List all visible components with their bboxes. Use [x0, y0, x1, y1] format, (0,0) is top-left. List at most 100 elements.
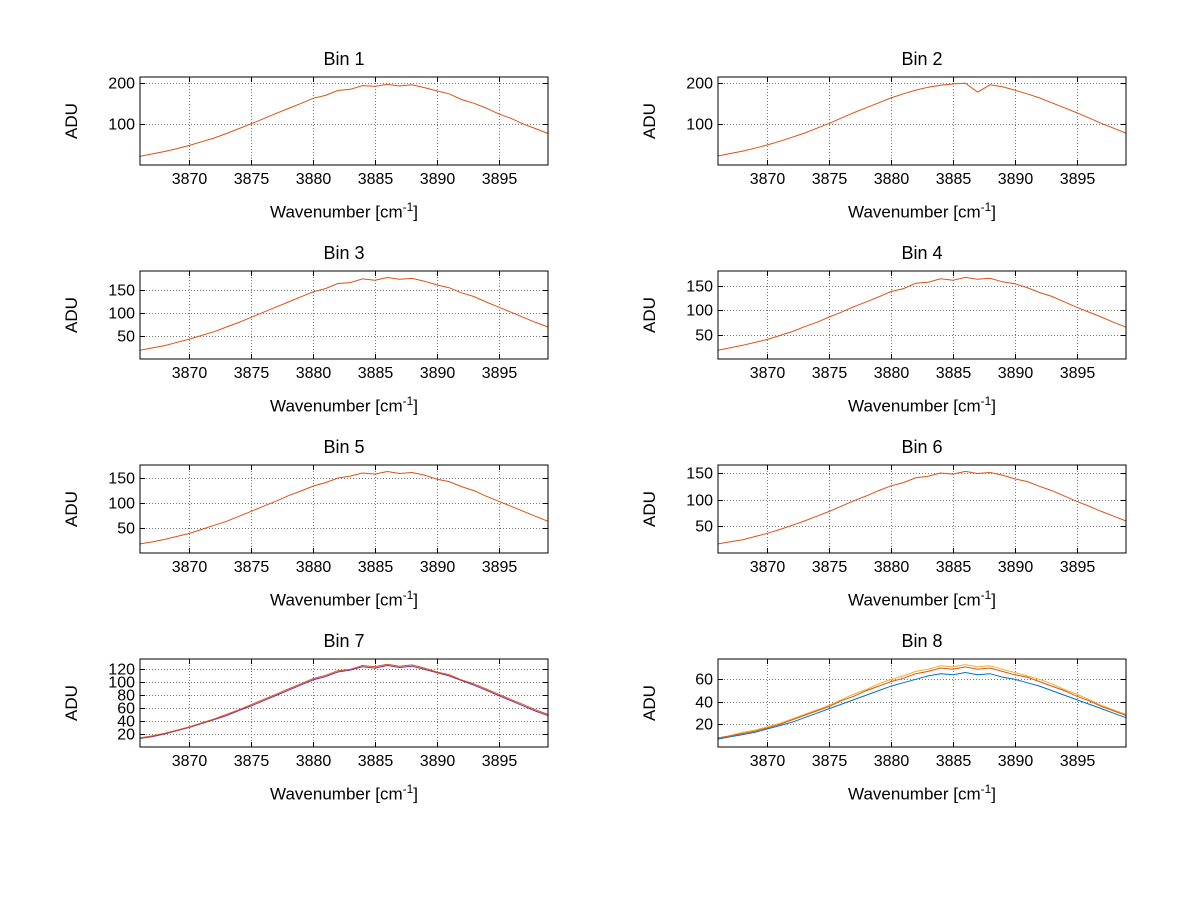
x-axis-label-end: ] — [413, 784, 418, 804]
axes-box — [139, 76, 549, 166]
y-tick-label: 150 — [686, 279, 713, 296]
plot-title: Bin 7 — [323, 631, 365, 651]
series-line-orange — [139, 83, 549, 157]
y-tick-label: 60 — [117, 701, 135, 718]
y-tick-label: 80 — [117, 688, 135, 705]
y-tick-label: 100 — [108, 117, 135, 134]
plot-area: 3870 3875 3880 3885 3890 3895 50 100 150 — [686, 270, 1127, 382]
x-tick-label: 3895 — [1060, 559, 1096, 576]
x-tick-label: 3870 — [750, 365, 786, 382]
x-axis-label-end: ] — [991, 784, 996, 804]
series-line-orange — [717, 82, 1127, 157]
x-tick-label: 3880 — [296, 365, 332, 382]
x-tick-label: 3870 — [172, 171, 208, 188]
y-axis-label-text: ADU — [640, 685, 659, 721]
y-axis-label: ADU — [636, 74, 664, 168]
y-tick-label: 100 — [686, 303, 713, 320]
y-tick-label: 100 — [108, 496, 135, 513]
x-axis-label-text: Wavenumber [cm — [848, 396, 981, 416]
x-tick-label: 3875 — [812, 559, 848, 576]
x-tick-label: 3875 — [234, 559, 270, 576]
x-axis-label: Wavenumber [cm-1] — [718, 200, 1126, 223]
plot-area: 3870 3875 3880 3885 3890 3895 50 100 150 — [686, 464, 1127, 576]
subplot-bin-2: Bin 2 ADU 3870 3875 3880 3885 3890 3895 100 200… — [636, 46, 1130, 228]
x-tick-label: 3875 — [812, 171, 848, 188]
x-tick-label: 3885 — [936, 753, 972, 770]
axes-box — [717, 464, 1127, 554]
y-tick-label: 20 — [117, 727, 135, 744]
y-tick-label: 100 — [108, 306, 135, 323]
x-tick-label: 3895 — [482, 559, 518, 576]
y-tick-label: 150 — [108, 471, 135, 488]
y-axis-label-text: ADU — [62, 491, 81, 527]
x-tick-label: 3890 — [420, 171, 456, 188]
x-axis-label-end: ] — [991, 590, 996, 610]
y-tick-label: 20 — [695, 717, 713, 734]
axes-box — [139, 270, 549, 360]
axes-box — [717, 76, 1127, 166]
x-tick-label: 3880 — [874, 171, 910, 188]
y-axis-label-text: ADU — [640, 297, 659, 333]
x-tick-label: 3875 — [812, 753, 848, 770]
x-tick-label: 3880 — [296, 753, 332, 770]
y-tick-label: 150 — [108, 283, 135, 300]
plot-row: ADU 3870 3875 3880 3885 3890 3895 50 100 150 — [636, 268, 1130, 392]
y-tick-label: 50 — [695, 328, 713, 345]
x-tick-label: 3880 — [874, 753, 910, 770]
plot-area: 3870 3875 3880 3885 3890 3895 50 100 150 — [108, 270, 549, 382]
x-tick-label: 3875 — [812, 365, 848, 382]
x-tick-label: 3885 — [936, 365, 972, 382]
x-axis-label-text: Wavenumber [cm — [848, 590, 981, 610]
y-axis-label: ADU — [58, 74, 86, 168]
plot-title: Bin 6 — [901, 437, 943, 457]
x-tick-label: 3885 — [358, 365, 394, 382]
x-tick-label: 3870 — [172, 365, 208, 382]
x-tick-label: 3875 — [234, 171, 270, 188]
plot-row: ADU 3870 3875 3880 3885 3890 3895 50 100 150 — [58, 268, 552, 392]
plot-area: 3870 3875 3880 3885 3890 3895 20 40 60 — [695, 658, 1127, 770]
plot-row: ADU 3870 3875 3880 3885 3890 3895 100 200 — [58, 74, 552, 198]
x-axis-label: Wavenumber [cm-1] — [718, 782, 1126, 805]
plot-title: Bin 1 — [323, 49, 365, 69]
y-tick-label: 50 — [117, 329, 135, 346]
x-tick-label: 3890 — [420, 753, 456, 770]
plot-area: 3870 3875 3880 3885 3890 3895 100 200 — [108, 76, 549, 188]
series-line-orange — [139, 276, 549, 351]
plot-row: ADU 3870 3875 3880 3885 3890 3895 20 40 60 — [636, 656, 1130, 780]
y-axis-label-text: ADU — [640, 491, 659, 527]
x-axis-label-sup: -1 — [402, 588, 414, 602]
y-axis-label: ADU — [58, 462, 86, 556]
axes-box — [717, 270, 1127, 360]
series-line-blue — [717, 671, 1127, 740]
plot-row: ADU 3870 3875 3880 3885 3890 3895 20 40 60 80 100 1… — [58, 656, 552, 780]
x-tick-label: 3890 — [420, 559, 456, 576]
x-tick-label: 3870 — [172, 753, 208, 770]
x-tick-label: 3890 — [998, 559, 1034, 576]
x-tick-label: 3885 — [936, 559, 972, 576]
axes-box — [139, 464, 549, 554]
subplot-bin-3: Bin 3 ADU 3870 3875 3880 3885 3890 3895 50 100 1… — [58, 240, 552, 422]
x-tick-label: 3870 — [750, 171, 786, 188]
y-tick-label: 200 — [108, 76, 135, 93]
x-axis-label-sup: -1 — [402, 394, 414, 408]
x-axis-label-sup: -1 — [402, 782, 414, 796]
y-axis-label-text: ADU — [62, 103, 81, 139]
y-tick-label: 100 — [108, 675, 135, 692]
x-tick-label: 3890 — [420, 365, 456, 382]
x-axis-label-text: Wavenumber [cm — [270, 784, 403, 804]
x-axis-label-sup: -1 — [402, 200, 414, 214]
plot-area: 3870 3875 3880 3885 3890 3895 100 200 — [686, 76, 1127, 188]
y-axis-label: ADU — [58, 268, 86, 362]
x-tick-label: 3895 — [1060, 365, 1096, 382]
x-tick-label: 3875 — [234, 365, 270, 382]
subplot-bin-1: Bin 1 ADU 3870 3875 3880 3885 3890 3895 100 200… — [58, 46, 552, 228]
x-tick-label: 3880 — [296, 171, 332, 188]
x-axis-label-end: ] — [413, 202, 418, 222]
x-tick-label: 3890 — [998, 753, 1034, 770]
y-axis-label: ADU — [636, 462, 664, 556]
x-axis-label-text: Wavenumber [cm — [270, 202, 403, 222]
x-tick-label: 3870 — [750, 753, 786, 770]
plot-title: Bin 3 — [323, 243, 365, 263]
y-axis-label: ADU — [636, 268, 664, 362]
